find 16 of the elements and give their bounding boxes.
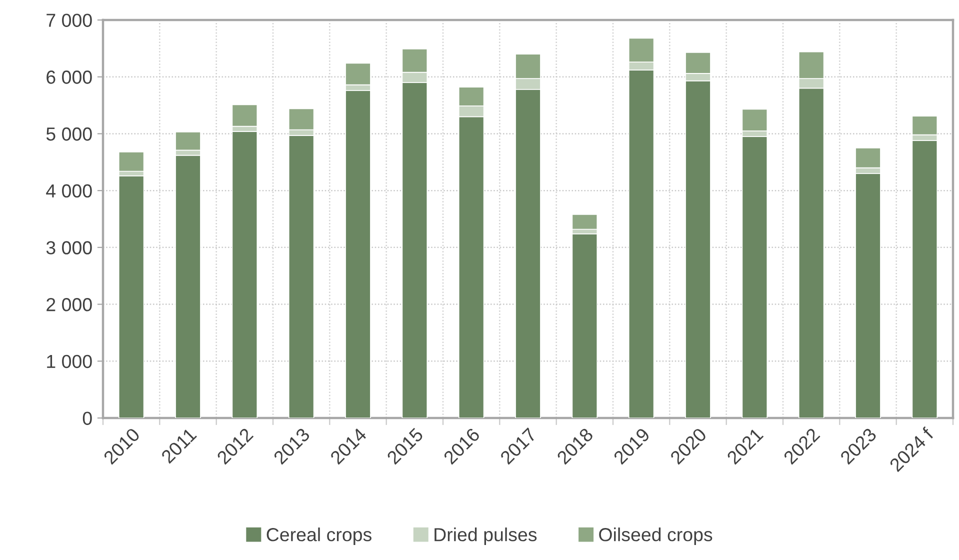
legend-label: Oilseed crops bbox=[599, 528, 712, 545]
y-tick-label: 2 000 bbox=[46, 298, 92, 312]
bar bbox=[118, 151, 144, 172]
y-tick-label: 7 000 bbox=[46, 14, 92, 27]
bar bbox=[572, 233, 598, 418]
y-tick-label: 0 bbox=[82, 412, 92, 425]
bar bbox=[175, 154, 201, 418]
legend-label: Cereal crops bbox=[266, 528, 372, 545]
y-tick-label: 4 000 bbox=[46, 184, 92, 198]
y-tick-label: 3 000 bbox=[46, 241, 92, 254]
bar bbox=[118, 175, 144, 418]
legend-label: Dried pulses bbox=[434, 528, 537, 545]
y-tick-label: 6 000 bbox=[46, 70, 92, 84]
y-tick-label: 5 000 bbox=[46, 127, 92, 141]
bar bbox=[572, 214, 598, 230]
y-tick-label: 1 000 bbox=[47, 354, 92, 368]
